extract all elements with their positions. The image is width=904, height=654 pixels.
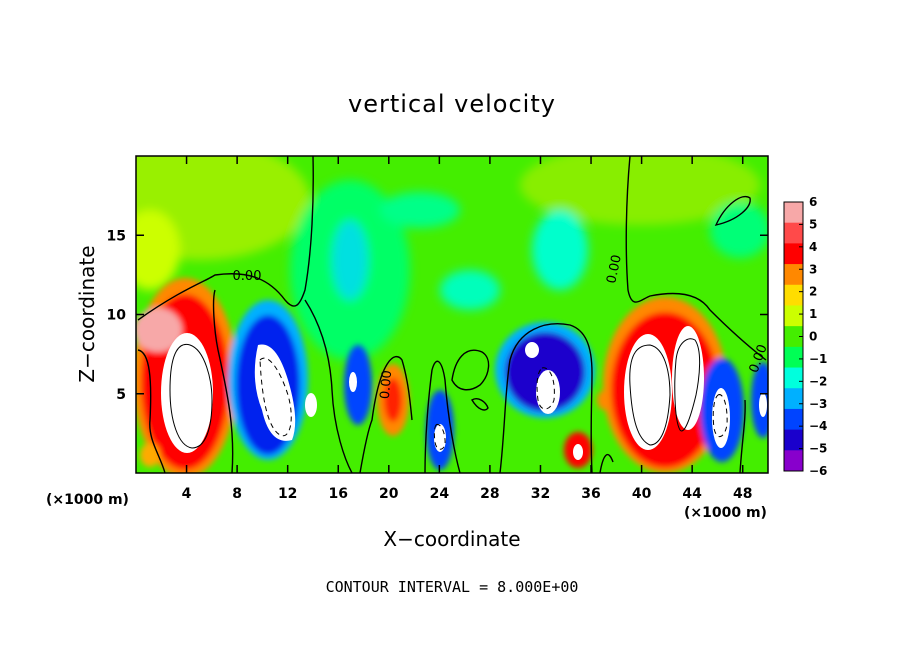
zero-contour-top-right-loop xyxy=(714,195,751,226)
colorbar-tick-label: 1 xyxy=(809,307,817,321)
y-tick-label: 15 xyxy=(107,228,126,244)
zero-contour-a-left xyxy=(212,289,234,473)
x-tick-label: 4 xyxy=(182,486,192,502)
x-tick-label: 36 xyxy=(581,486,600,502)
zero-contour-left xyxy=(137,349,166,473)
zero-contour-d xyxy=(424,360,461,473)
colorbar-tick-label: −5 xyxy=(809,442,827,456)
zero-contour-upper-left xyxy=(137,156,314,321)
colorbar-swatch xyxy=(784,429,803,451)
x-axis: 4 8 12 16 20 24 28 32 36 40 44 48 xyxy=(182,156,752,502)
colorbar-swatch xyxy=(784,450,803,472)
upper-cyan-downdraft xyxy=(332,220,368,300)
colorbar-swatch xyxy=(784,202,803,224)
colorbar-swatch xyxy=(784,243,803,265)
colorbar-swatch xyxy=(784,346,803,369)
colorbar-tick-label: 4 xyxy=(809,240,817,254)
negative-contour-e xyxy=(536,367,555,410)
y-tick-label: 5 xyxy=(116,387,126,403)
y-axis-title: Z−coordinate xyxy=(75,245,99,382)
x-tick-label: 20 xyxy=(379,486,399,502)
colorbar-swatch xyxy=(784,284,803,306)
colorbar-tick-label: −4 xyxy=(809,419,827,433)
x-axis-title: X−coordinate xyxy=(383,527,520,551)
downdraft-b-core xyxy=(349,372,357,392)
colorbar-tick-label: 3 xyxy=(809,262,817,276)
updraft-f-core xyxy=(573,444,583,460)
zero-contour-a-right xyxy=(304,299,353,473)
y-tick-label: 10 xyxy=(107,308,127,324)
zero-contour-c xyxy=(359,355,413,473)
x-tick-label: 28 xyxy=(480,486,499,502)
upper-right-weak-updraft xyxy=(520,156,760,225)
x-tick-label: 12 xyxy=(278,486,297,502)
chart-title: vertical velocity xyxy=(348,90,556,118)
zero-contour-right xyxy=(739,399,746,473)
downdraft-a-white-sat xyxy=(305,393,317,417)
zero-contour-e xyxy=(499,323,593,473)
upper-mid-green xyxy=(380,192,460,228)
colorbar-swatch xyxy=(784,264,803,286)
positive-contour-left xyxy=(169,343,213,449)
x-tick-label: 16 xyxy=(328,486,347,502)
colorbar-swatch xyxy=(784,326,803,348)
downdraft-d-core xyxy=(434,424,446,452)
colorbar-tick-label: 2 xyxy=(809,285,817,299)
zero-contours xyxy=(137,156,767,473)
left-edge-updraft-halo xyxy=(136,210,180,290)
right-updraft-core-a xyxy=(624,334,672,450)
negative-contour-a xyxy=(259,357,292,437)
downdraft-e-core-top xyxy=(525,342,539,358)
x-unit-left: (×1000 m) xyxy=(46,492,129,508)
downdraft-a-white-core xyxy=(254,344,296,441)
colorbar-tick-label: 0 xyxy=(809,330,817,344)
negative-contours xyxy=(259,357,728,450)
colorbar-tick-label: 6 xyxy=(809,195,817,209)
downdraft-j-core xyxy=(759,393,767,417)
contour-label-mid: 0.00 xyxy=(378,370,395,400)
far-right-green xyxy=(710,202,768,258)
colorbar-tick-label: −6 xyxy=(809,464,827,478)
upper-left-weak-updraft xyxy=(136,156,310,260)
colorbar-swatch xyxy=(784,408,803,431)
colorbar-swatch xyxy=(784,367,803,389)
zero-contour-f xyxy=(599,453,614,473)
x-tick-label: 8 xyxy=(232,486,242,502)
colorbar-tick-label: 5 xyxy=(809,217,817,231)
positive-contour-a xyxy=(629,344,671,446)
downdraft-e-core-main xyxy=(536,370,560,414)
left-updraft-core xyxy=(161,333,213,453)
updraft-g xyxy=(140,443,160,467)
left-updraft-pink xyxy=(136,308,182,352)
contour-interval-note: CONTOUR INTERVAL = 8.000E+00 xyxy=(326,578,579,596)
x-tick-label: 44 xyxy=(682,486,702,502)
x-unit-right: (×1000 m) xyxy=(684,505,767,521)
zero-contour-loop xyxy=(451,349,490,391)
zero-contour-upper-right xyxy=(625,156,767,361)
colorbar-swatch xyxy=(784,305,803,327)
colorbar-swatch xyxy=(784,222,803,244)
y-axis: 5 10 15 xyxy=(107,228,768,403)
colorbar-tick-label: −1 xyxy=(809,352,827,366)
right-updraft-core-b xyxy=(672,326,704,430)
mid-cyan-blob xyxy=(440,270,500,310)
zero-contour-small-loop xyxy=(471,398,489,411)
colorbar-tick-label: −2 xyxy=(809,374,827,388)
downdraft-b xyxy=(344,345,372,425)
updraft-c-red xyxy=(384,378,402,422)
x-tick-label: 24 xyxy=(430,486,450,502)
negative-contour-i xyxy=(712,394,728,438)
colorbar-tick-label: −3 xyxy=(809,397,827,411)
heatmap-field: 0.00 0.00 0.00 0.00 xyxy=(136,156,768,473)
colorbar: 6 5 4 3 2 1 0 −1 −2 −3 −4 −5 −6 xyxy=(783,195,827,478)
x-tick-label: 40 xyxy=(632,486,652,502)
x-tick-label: 32 xyxy=(531,486,550,502)
upper-right-cyan xyxy=(532,210,588,290)
colorbar-swatch xyxy=(784,388,803,410)
positive-contour-b xyxy=(674,338,701,432)
contour-label-right: 0.00 xyxy=(604,254,625,285)
x-tick-label: 48 xyxy=(733,486,752,502)
contour-label-left: 0.00 xyxy=(233,269,262,284)
